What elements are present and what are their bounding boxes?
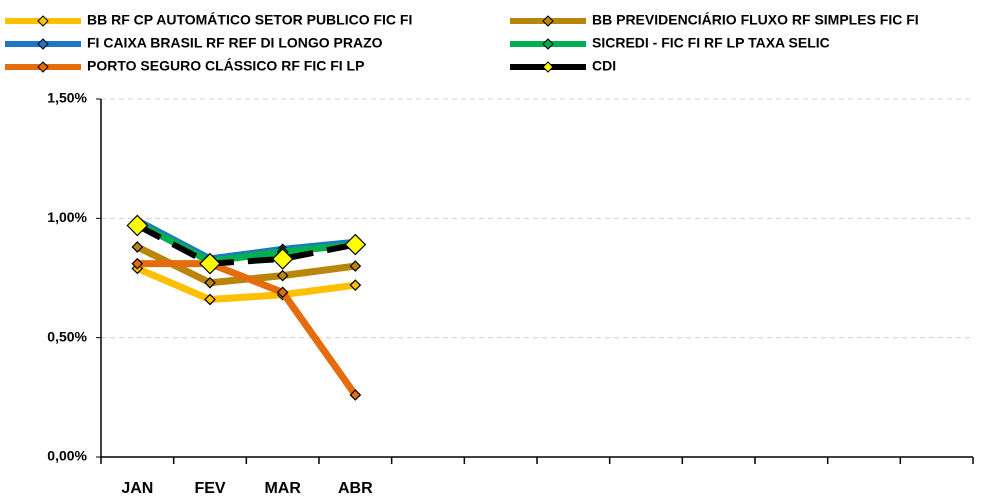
legend-marker (542, 15, 554, 27)
legend-label: BB RF CP AUTOMÁTICO SETOR PUBLICO FIC FI (87, 12, 412, 28)
point-marker (199, 252, 221, 275)
point-marker (131, 257, 144, 270)
point-marker (349, 260, 362, 272)
point-marker (344, 233, 367, 256)
y-tick-label: 1,00% (47, 209, 87, 225)
legend-marker (37, 38, 49, 50)
series-line (135, 265, 356, 303)
series-line (135, 220, 356, 265)
point-marker (349, 389, 362, 401)
y-tick-label: 0,00% (47, 448, 87, 464)
x-tick-label: JAN (121, 480, 153, 497)
y-tick-label: 1,50% (47, 90, 87, 106)
legend-label: FI CAIXA BRASIL RF REF DI LONGO PRAZO (87, 35, 383, 51)
legend-label: PORTO SEGURO CLÁSSICO RF FIC FI LP (87, 58, 364, 74)
point-marker (204, 276, 216, 289)
point-marker (271, 248, 294, 270)
point-marker (126, 214, 149, 237)
x-tick-label: MAR (264, 480, 301, 497)
legend-marker (542, 61, 554, 73)
legend-label: BB PREVIDENCIÁRIO FLUXO RF SIMPLES FIC F… (592, 12, 919, 28)
legend-label: SICREDI - FIC FI RF LP TAXA SELIC (592, 35, 830, 51)
point-marker (276, 286, 289, 299)
x-tick-label: ABR (338, 480, 373, 497)
legend-marker (37, 61, 49, 73)
series-line (135, 222, 356, 267)
legend-marker (37, 15, 49, 27)
series-line (137, 260, 359, 397)
point-marker (204, 293, 216, 306)
point-marker (349, 279, 362, 292)
x-tick-label: FEV (194, 480, 225, 497)
point-marker (276, 269, 289, 282)
legend-marker (542, 38, 554, 50)
point-marker (131, 241, 144, 253)
legend-label: CDI (592, 58, 616, 74)
y-tick-label: 0,50% (47, 328, 87, 344)
